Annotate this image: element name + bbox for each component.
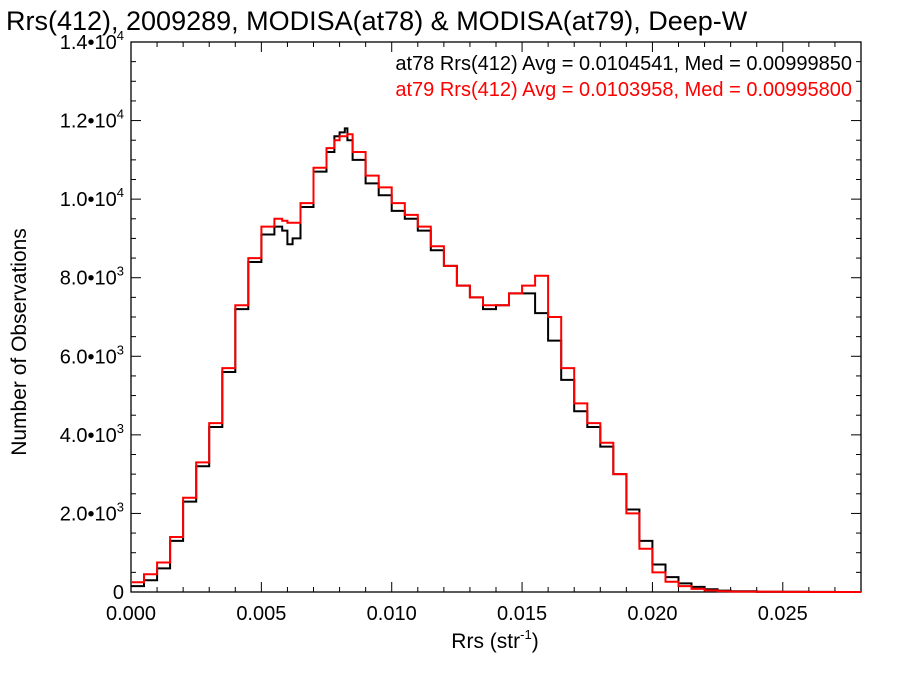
x-axis-label-exponent: -1: [520, 627, 532, 642]
plot-frame: [130, 41, 862, 593]
x-tick-label: 0.025: [758, 603, 808, 625]
y-tick-mantissa: 1.2•10: [60, 111, 117, 133]
legend: at78 Rrs(412) Avg = 0.0104541, Med = 0.0…: [395, 53, 852, 101]
x-tick-label: 0.010: [367, 603, 417, 625]
y-tick-label: 6.0•103: [60, 342, 124, 368]
y-tick-label: 2.0•103: [60, 499, 124, 525]
y-tick-exponent: 4: [117, 107, 124, 122]
y-tick-exponent: 4: [117, 28, 124, 43]
y-tick-mantissa: 2.0•10: [60, 503, 117, 525]
x-tick-label: 0.020: [627, 603, 677, 625]
x-tick-label: 0.005: [236, 603, 286, 625]
y-tick-exponent: 3: [117, 342, 124, 357]
legend-entry: at78 Rrs(412) Avg = 0.0104541, Med = 0.0…: [395, 53, 852, 75]
series-layer: [131, 127, 861, 593]
x-tick-label: 0.000: [106, 603, 156, 625]
y-tick-exponent: 3: [117, 264, 124, 279]
y-tick-label: 0: [113, 582, 124, 604]
y-tick-exponent: 3: [117, 421, 124, 436]
x-axis-label-text: Rrs (str: [451, 630, 520, 653]
x-axis: 0.000 0.005 0.010 0.015 0.020 0.025: [106, 42, 862, 625]
y-tick-mantissa: 6.0•10: [60, 346, 117, 368]
y-tick-label: 1.2•104: [60, 107, 124, 133]
y-axis: 02.0•1034.0•1036.0•1038.0•1031.0•1041.2•…: [60, 28, 861, 604]
y-tick-label: 1.4•104: [60, 28, 124, 54]
series-2-line: [131, 133, 861, 593]
x-tick-label: 0.015: [497, 603, 547, 625]
y-tick-exponent: 3: [117, 499, 124, 514]
y-tick-mantissa: 4.0•10: [60, 425, 117, 447]
y-tick-mantissa: 1.0•10: [60, 189, 117, 211]
plot-border: [130, 41, 862, 593]
chart-title: Rrs(412), 2009289, MODISA(at78) & MODISA…: [6, 6, 748, 36]
x-axis-label-close: ): [532, 630, 539, 653]
y-tick-label: 1.0•104: [60, 185, 124, 211]
series-1-line: [131, 127, 861, 593]
y-tick-exponent: 4: [117, 185, 124, 200]
legend-entry: at79 Rrs(412) Avg = 0.0103958, Med = 0.0…: [395, 79, 852, 101]
y-tick-label: 8.0•103: [60, 264, 124, 290]
x-axis-label: Rrs (str-1): [451, 627, 538, 653]
y-tick-label: 4.0•103: [60, 421, 124, 447]
y-tick-mantissa: 8.0•10: [60, 268, 117, 290]
y-axis-label: Number of Observations: [8, 228, 31, 456]
y-tick-mantissa: 1.4•10: [60, 32, 117, 54]
y-tick-mantissa: 0: [113, 582, 124, 604]
